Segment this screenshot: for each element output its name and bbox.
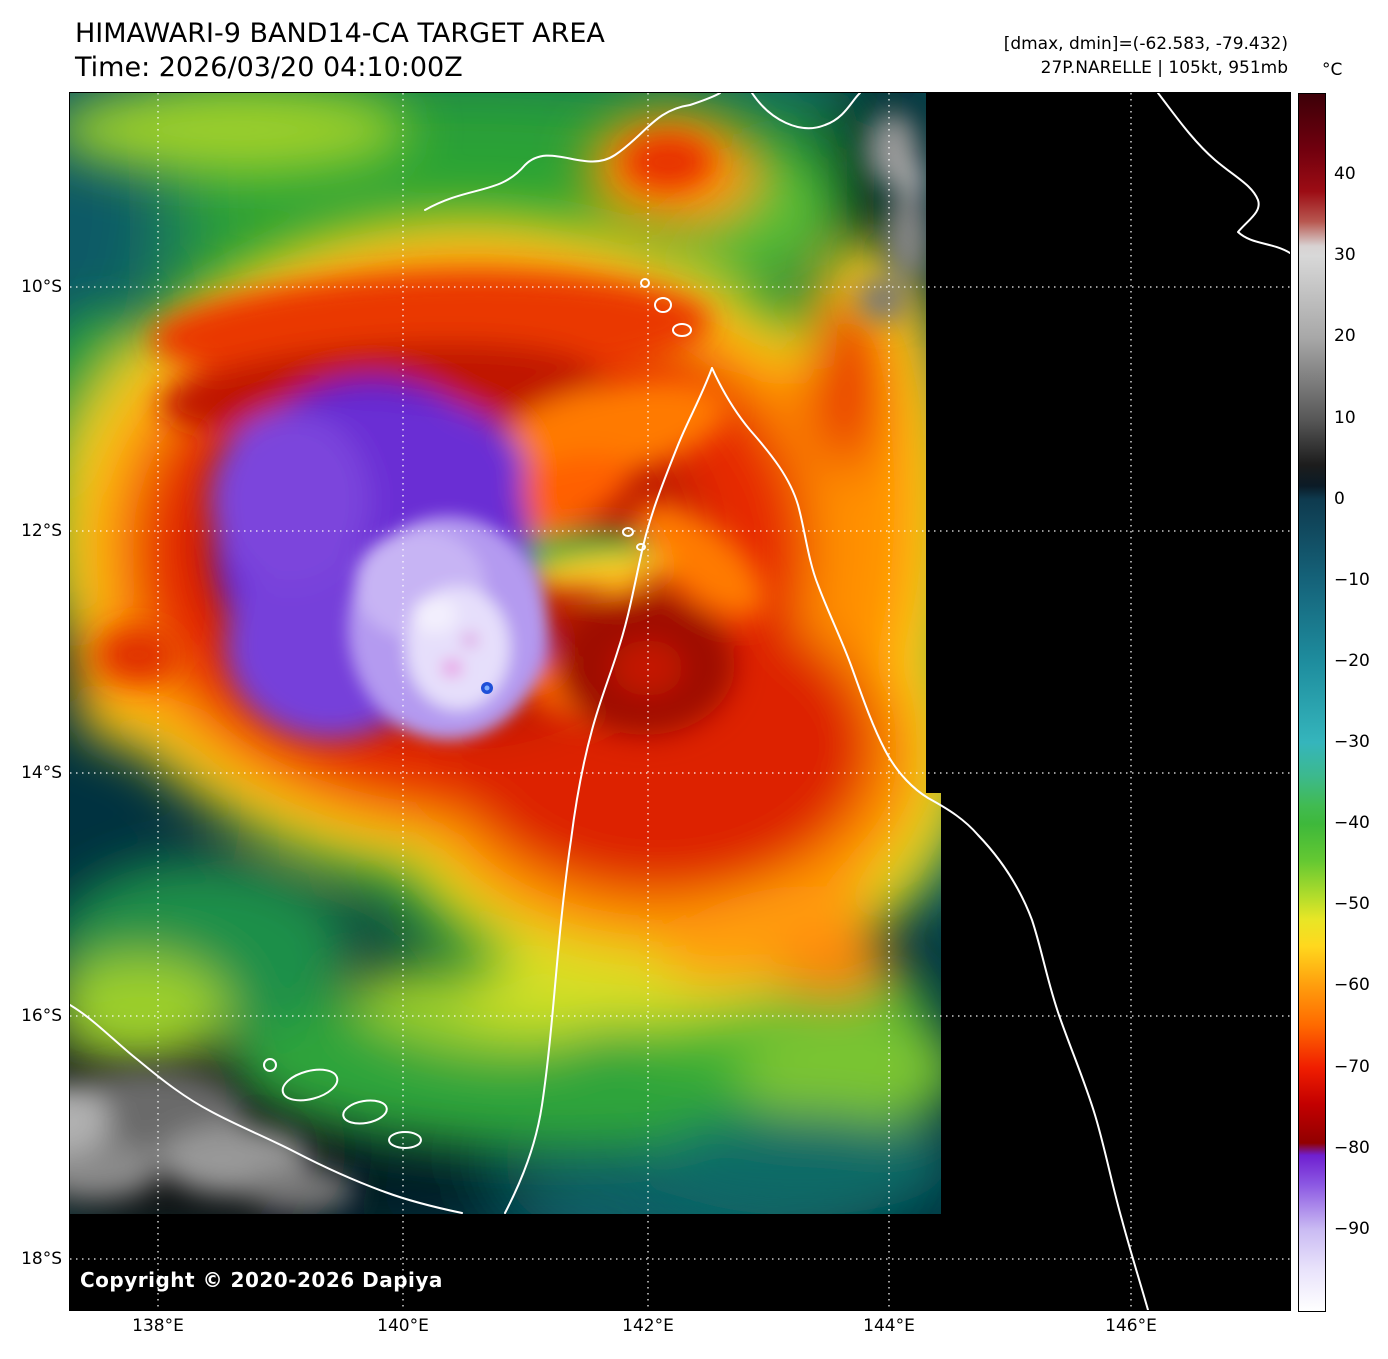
cbar-tick-30: 30: [1334, 245, 1356, 265]
wellesley-island-2: [342, 1099, 388, 1125]
storm-info: 27P.NARELLE | 105kt, 951mb: [1040, 58, 1288, 78]
cbar-tick-20: 20: [1334, 326, 1356, 346]
coastline-nt-gulf: [70, 1004, 463, 1214]
lon-tick-140e: 140°E: [377, 1316, 429, 1336]
torres-island-3: [640, 278, 650, 288]
cbar-tick-m50: −50: [1334, 894, 1370, 914]
lat-tick-14s: 14°S: [21, 763, 62, 783]
wellesley-island-3: [388, 1131, 422, 1149]
lat-tick-16s: 16°S: [21, 1006, 62, 1026]
coastline-cape-york-east: [711, 367, 1149, 1310]
colorbar-unit-label: °C: [1322, 60, 1343, 80]
temperature-colorbar: [1298, 93, 1326, 1312]
product-time: Time: 2026/03/20 04:10:00Z: [75, 52, 463, 83]
satellite-map: Copyright © 2020-2026 Dapiya: [69, 92, 1291, 1311]
coastline-png-strait: [751, 93, 861, 130]
product-title: HIMAWARI-9 BAND14-CA TARGET AREA: [75, 18, 605, 49]
torres-island-2: [672, 323, 692, 337]
coastline-cape-york-west: [504, 367, 713, 1214]
ir-imagery: [70, 93, 1290, 1310]
cbar-tick-m70: −70: [1334, 1057, 1370, 1077]
storm-center-marker: [481, 682, 493, 694]
copyright-label: Copyright © 2020-2026 Dapiya: [80, 1268, 443, 1292]
lon-tick-146e: 146°E: [1105, 1316, 1157, 1336]
coastline-png-east: [1157, 93, 1290, 254]
cbar-tick-m20: −20: [1334, 651, 1370, 671]
lat-tick-12s: 12°S: [21, 521, 62, 541]
wellesley-island-4: [263, 1058, 277, 1072]
cbar-tick-10: 10: [1334, 408, 1356, 428]
cbar-tick-m40: −40: [1334, 813, 1370, 833]
wellesley-island-1: [281, 1068, 339, 1102]
cbar-tick-0: 0: [1334, 489, 1345, 509]
gulf-island-2: [636, 543, 646, 551]
ir-cloud-field: [70, 93, 941, 1214]
lon-tick-144e: 144°E: [863, 1316, 915, 1336]
cbar-tick-m60: −60: [1334, 975, 1370, 995]
lon-tick-138e: 138°E: [132, 1316, 184, 1336]
cbar-tick-m10: −10: [1334, 570, 1370, 590]
lon-tick-142e: 142°E: [622, 1316, 674, 1336]
coastline-png-south: [424, 93, 721, 211]
cbar-tick-m80: −80: [1334, 1138, 1370, 1158]
graticule: [70, 93, 1290, 1310]
cbar-tick-m90: −90: [1334, 1219, 1370, 1239]
dmax-dmin-stats: [dmax, dmin]=(-62.583, -79.432): [1003, 34, 1288, 54]
cbar-tick-40: 40: [1334, 164, 1356, 184]
cbar-tick-m30: −30: [1334, 732, 1370, 752]
coastlines: [70, 93, 1290, 1310]
torres-island-1: [654, 297, 672, 313]
lat-tick-10s: 10°S: [21, 277, 62, 297]
lat-tick-18s: 18°S: [21, 1249, 62, 1269]
gulf-island-1: [622, 527, 634, 537]
